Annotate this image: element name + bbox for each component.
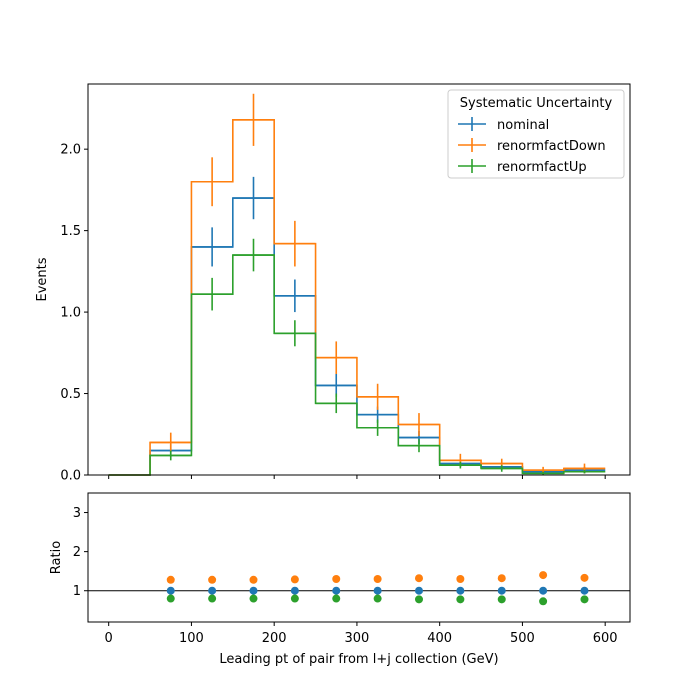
ratio-point-renormfactUp xyxy=(539,597,548,606)
x-axis-label: Leading pt of pair from l+j collection (… xyxy=(219,652,498,667)
ratio-point-renormfactDown xyxy=(290,575,299,584)
ratio-point-renormfactUp xyxy=(208,594,217,603)
main-y-tick-label: 1.0 xyxy=(60,306,81,321)
ratio-point-renormfactUp xyxy=(290,594,299,603)
main-y-axis-label: Events xyxy=(35,257,50,301)
x-tick-label: 200 xyxy=(262,631,287,646)
ratio-point-nominal xyxy=(497,586,506,595)
ratio-point-renormfactDown xyxy=(539,571,548,580)
x-tick-label: 600 xyxy=(593,631,618,646)
ratio-point-renormfactDown xyxy=(456,575,465,583)
legend-box xyxy=(447,89,625,179)
legend: Systematic Uncertainty nominal renormfact… xyxy=(447,89,625,179)
ratio-point-nominal xyxy=(539,586,548,595)
ratio-y-tick-label: 3 xyxy=(73,506,81,521)
ratio-point-renormfactUp xyxy=(373,594,382,603)
ratio-series-nominal xyxy=(166,586,589,595)
ratio-point-renormfactUp xyxy=(580,595,589,604)
main-y-tick-label: 1.5 xyxy=(60,224,81,239)
main-y-tick-label: 0.0 xyxy=(60,469,81,484)
ratio-point-nominal xyxy=(580,586,589,595)
ratio-point-renormfactDown xyxy=(249,575,258,584)
main-plot-frame xyxy=(87,83,631,476)
ratio-point-renormfactUp xyxy=(414,595,423,604)
ratio-point-renormfactUp xyxy=(332,594,341,603)
ratio-ticks: 1 2 3 0 100 200 300 400 500 600 xyxy=(73,506,618,646)
legend-label-nominal: nominal xyxy=(497,118,549,133)
ratio-y-axis-label: Ratio xyxy=(49,541,64,574)
ratio-y-tick-label: 2 xyxy=(73,545,81,560)
series-renormfactUp xyxy=(108,238,606,476)
main-ticks: 0.0 0.5 1.0 1.5 2.0 xyxy=(60,143,606,484)
main-series xyxy=(108,93,606,476)
ratio-series-renormfactUp xyxy=(166,594,589,606)
legend-label-renormfactDown: renormfactDown xyxy=(497,139,606,154)
ratio-series-renormfactDown xyxy=(166,571,589,584)
legend-entry-renormfactDown: renormfactDown xyxy=(458,138,606,154)
ratio-point-nominal xyxy=(166,586,175,595)
ratio-point-nominal xyxy=(373,586,382,595)
ratio-point-nominal xyxy=(456,586,465,595)
histogram-step-renormfactUp xyxy=(108,254,606,476)
ratio-point-nominal xyxy=(414,586,423,595)
ratio-point-renormfactUp xyxy=(456,595,465,604)
ratio-point-nominal xyxy=(208,586,217,595)
ratio-point-renormfactDown xyxy=(208,575,217,584)
main-y-tick-label: 0.5 xyxy=(60,387,81,402)
ratio-point-nominal xyxy=(332,586,341,595)
ratio-point-renormfactDown xyxy=(580,573,589,582)
ratio-point-nominal xyxy=(290,586,299,595)
ratio-point-renormfactDown xyxy=(373,575,382,583)
ratio-panel: 1 2 3 0 100 200 300 400 500 600 Ratio Leading pt … xyxy=(49,492,631,667)
ratio-series xyxy=(166,571,589,606)
ratio-point-renormfactDown xyxy=(166,575,175,584)
x-tick-label: 500 xyxy=(510,631,535,646)
ratio-point-nominal xyxy=(249,586,258,595)
x-tick-label: 400 xyxy=(427,631,452,646)
ratio-point-renormfactDown xyxy=(332,575,341,583)
ratio-point-renormfactDown xyxy=(497,574,506,583)
ratio-plot-frame xyxy=(87,492,631,623)
legend-label-renormfactUp: renormfactUp xyxy=(497,160,587,175)
main-y-tick-label: 2.0 xyxy=(60,143,81,158)
x-tick-label: 100 xyxy=(179,631,204,646)
x-tick-label: 300 xyxy=(345,631,370,646)
ratio-y-tick-label: 1 xyxy=(73,584,81,599)
histogram-step-renormfactDown xyxy=(108,119,606,476)
ratio-point-renormfactUp xyxy=(166,594,175,603)
x-tick-label: 0 xyxy=(105,631,113,646)
ratio-point-renormfactUp xyxy=(249,594,258,603)
series-renormfactDown xyxy=(108,93,606,476)
legend-entry-nominal: nominal xyxy=(458,117,549,133)
legend-entries: nominal renormfactDown renormfactUp xyxy=(458,117,606,175)
ratio-point-renormfactUp xyxy=(497,595,506,604)
legend-entry-renormfactUp: renormfactUp xyxy=(458,159,587,175)
ratio-point-renormfactDown xyxy=(414,574,423,583)
main-panel: 0.0 0.5 1.0 1.5 2.0 Events Systematic Uncert… xyxy=(35,83,631,484)
legend-title: Systematic Uncertainty xyxy=(460,96,613,111)
